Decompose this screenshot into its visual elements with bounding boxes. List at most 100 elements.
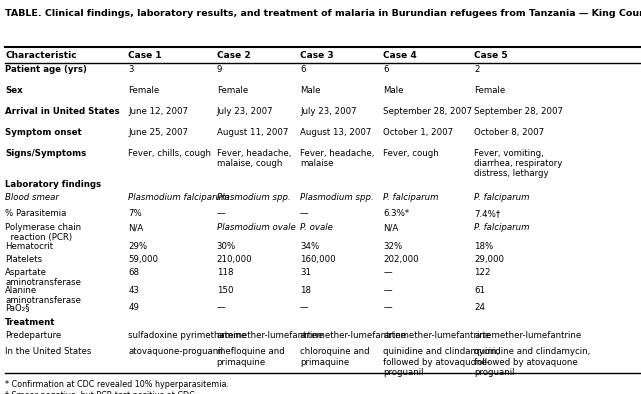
Text: 202,000: 202,000: [383, 255, 419, 264]
Text: Case 1: Case 1: [128, 51, 162, 60]
Text: 32%: 32%: [383, 242, 403, 251]
Text: N/A: N/A: [383, 223, 399, 232]
Text: August 11, 2007: August 11, 2007: [217, 128, 288, 137]
Text: Fever, headache,
malaise: Fever, headache, malaise: [300, 149, 374, 168]
Text: 7.4%†: 7.4%†: [474, 209, 501, 218]
Text: % Parasitemia: % Parasitemia: [5, 209, 67, 218]
Text: Female: Female: [217, 86, 248, 95]
Text: Fever, vomiting,
diarrhea, respiratory
distress, lethargy: Fever, vomiting, diarrhea, respiratory d…: [474, 149, 563, 178]
Text: P. falciparum: P. falciparum: [474, 223, 530, 232]
Text: Plasmodium spp.: Plasmodium spp.: [217, 193, 290, 202]
Text: June 12, 2007: June 12, 2007: [128, 107, 188, 116]
Text: 150: 150: [217, 286, 233, 295]
Text: Hematocrit: Hematocrit: [5, 242, 53, 251]
Text: TABLE. Clinical findings, laboratory results, and treatment of malaria in Burund: TABLE. Clinical findings, laboratory res…: [5, 9, 641, 18]
Text: Arrival in United States: Arrival in United States: [5, 107, 120, 116]
Text: October 8, 2007: October 8, 2007: [474, 128, 544, 137]
Text: Patient age (yrs): Patient age (yrs): [5, 65, 87, 74]
Text: Male: Male: [383, 86, 404, 95]
Text: In the United States: In the United States: [5, 347, 92, 356]
Text: atovaquone-proguanil: atovaquone-proguanil: [128, 347, 223, 356]
Text: quinidine and clindamycin,
followed by atovaquone-
proguanil: quinidine and clindamycin, followed by a…: [383, 347, 499, 377]
Text: Case 4: Case 4: [383, 51, 417, 60]
Text: 2: 2: [474, 65, 480, 74]
Text: Aspartate
aminotransferase: Aspartate aminotransferase: [5, 268, 81, 287]
Text: 6: 6: [300, 65, 306, 74]
Text: July 23, 2007: July 23, 2007: [300, 107, 356, 116]
Text: Fever, chills, cough: Fever, chills, cough: [128, 149, 211, 158]
Text: September 28, 2007: September 28, 2007: [474, 107, 563, 116]
Text: Plasmodium falciparum: Plasmodium falciparum: [128, 193, 229, 202]
Text: 43: 43: [128, 286, 139, 295]
Text: * Confirmation at CDC revealed 10% hyperparasitemia.: * Confirmation at CDC revealed 10% hyper…: [5, 380, 229, 389]
Text: Sex: Sex: [5, 86, 23, 95]
Text: 118: 118: [217, 268, 233, 277]
Text: artemether-lumefantrine: artemether-lumefantrine: [383, 331, 490, 340]
Text: Male: Male: [300, 86, 320, 95]
Text: Fever, headache,
malaise, cough: Fever, headache, malaise, cough: [217, 149, 291, 168]
Text: Female: Female: [128, 86, 160, 95]
Text: sulfadoxine pyrimethamine: sulfadoxine pyrimethamine: [128, 331, 247, 340]
Text: mefloquine and
primaquine: mefloquine and primaquine: [217, 347, 285, 366]
Text: 29,000: 29,000: [474, 255, 504, 264]
Text: Polymerase chain
  reaction (PCR): Polymerase chain reaction (PCR): [5, 223, 81, 242]
Text: July 23, 2007: July 23, 2007: [217, 107, 273, 116]
Text: Treatment: Treatment: [5, 318, 56, 327]
Text: Laboratory findings: Laboratory findings: [5, 180, 101, 189]
Text: Predeparture: Predeparture: [5, 331, 62, 340]
Text: 49: 49: [128, 303, 139, 312]
Text: —: —: [217, 209, 225, 218]
Text: June 25, 2007: June 25, 2007: [128, 128, 188, 137]
Text: † Smear negative, but PCR test positive at CDC.: † Smear negative, but PCR test positive …: [5, 391, 197, 394]
Text: —: —: [383, 268, 392, 277]
Text: artemether-lumefantrine: artemether-lumefantrine: [474, 331, 581, 340]
Text: Female: Female: [474, 86, 506, 95]
Text: 7%: 7%: [128, 209, 142, 218]
Text: 31: 31: [300, 268, 311, 277]
Text: 6: 6: [383, 65, 389, 74]
Text: 3: 3: [128, 65, 134, 74]
Text: 68: 68: [128, 268, 139, 277]
Text: PaO₂§: PaO₂§: [5, 303, 29, 312]
Text: 59,000: 59,000: [128, 255, 158, 264]
Text: 160,000: 160,000: [300, 255, 336, 264]
Text: September 28, 2007: September 28, 2007: [383, 107, 472, 116]
Text: Case 2: Case 2: [217, 51, 250, 60]
Text: 29%: 29%: [128, 242, 147, 251]
Text: 18%: 18%: [474, 242, 494, 251]
Text: 122: 122: [474, 268, 491, 277]
Text: —: —: [300, 303, 308, 312]
Text: —: —: [383, 303, 392, 312]
Text: 9: 9: [217, 65, 222, 74]
Text: Plasmodium spp.: Plasmodium spp.: [300, 193, 374, 202]
Text: Signs/Symptoms: Signs/Symptoms: [5, 149, 87, 158]
Text: Fever, cough: Fever, cough: [383, 149, 439, 158]
Text: Case 5: Case 5: [474, 51, 508, 60]
Text: P. falciparum: P. falciparum: [474, 193, 530, 202]
Text: artemether-lumefantrine: artemether-lumefantrine: [217, 331, 324, 340]
Text: Alanine
aminotransferase: Alanine aminotransferase: [5, 286, 81, 305]
Text: 30%: 30%: [217, 242, 236, 251]
Text: 24: 24: [474, 303, 485, 312]
Text: Characteristic: Characteristic: [5, 51, 77, 60]
Text: —: —: [300, 209, 308, 218]
Text: artemether-lumefantrine: artemether-lumefantrine: [300, 331, 407, 340]
Text: Symptom onset: Symptom onset: [5, 128, 82, 137]
Text: P. ovale: P. ovale: [300, 223, 333, 232]
Text: N/A: N/A: [128, 223, 144, 232]
Text: chloroquine and
primaquine: chloroquine and primaquine: [300, 347, 370, 366]
Text: August 13, 2007: August 13, 2007: [300, 128, 371, 137]
Text: 61: 61: [474, 286, 485, 295]
Text: 210,000: 210,000: [217, 255, 253, 264]
Text: Blood smear: Blood smear: [5, 193, 59, 202]
Text: October 1, 2007: October 1, 2007: [383, 128, 453, 137]
Text: quinidine and clindamycin,
followed by atovaquone
proguanil: quinidine and clindamycin, followed by a…: [474, 347, 590, 377]
Text: Platelets: Platelets: [5, 255, 42, 264]
Text: P. falciparum: P. falciparum: [383, 193, 439, 202]
Text: 18: 18: [300, 286, 311, 295]
Text: —: —: [217, 303, 225, 312]
Text: Plasmodium ovale: Plasmodium ovale: [217, 223, 296, 232]
Text: 34%: 34%: [300, 242, 319, 251]
Text: —: —: [383, 286, 392, 295]
Text: Case 3: Case 3: [300, 51, 333, 60]
